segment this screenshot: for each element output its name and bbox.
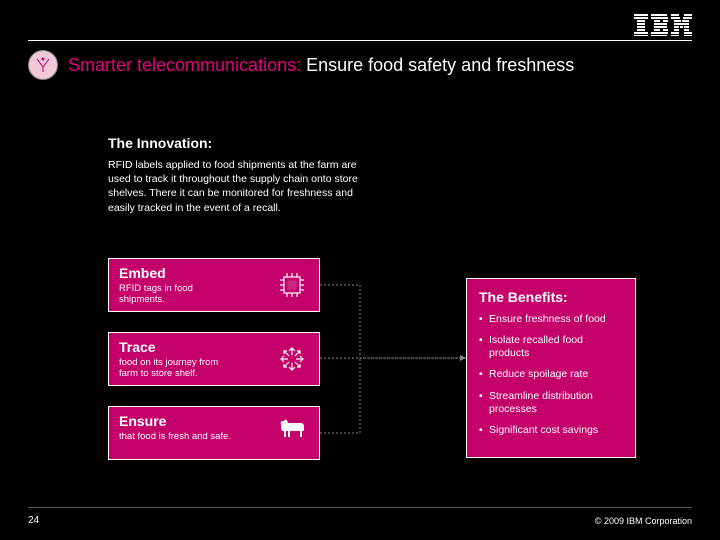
connector-lines — [320, 258, 466, 468]
copyright: © 2009 IBM Corporation — [595, 516, 692, 526]
chip-icon — [275, 268, 309, 302]
benefit-item: Reduce spoilage rate — [479, 368, 623, 381]
benefits-heading: The Benefits: — [479, 289, 623, 305]
page-number: 24 — [28, 515, 39, 526]
benefit-item: Streamline distribution processes — [479, 390, 623, 416]
card-sub: that food is fresh and safe. — [119, 431, 239, 442]
title-rest: Ensure food safety and freshness — [301, 55, 574, 75]
innovation-heading: The Innovation: — [108, 135, 212, 151]
innovation-body: RFID labels applied to food shipments at… — [108, 158, 358, 215]
ibm-logo — [634, 14, 692, 41]
card-sub: food on its journey from farm to store s… — [119, 357, 239, 380]
benefit-item: Isolate recalled food products — [479, 334, 623, 360]
benefit-item: Ensure freshness of food — [479, 313, 623, 326]
title-highlight: Smarter telecommunications: — [68, 55, 301, 75]
benefit-item: Significant cost savings — [479, 424, 623, 437]
cow-icon — [275, 416, 309, 450]
footer-divider — [28, 507, 692, 508]
benefits-list: Ensure freshness of food Isolate recalle… — [479, 313, 623, 437]
card-trace: Trace food on its journey from farm to s… — [108, 332, 320, 386]
card-embed: Embed RFID tags in food shipments. — [108, 258, 320, 312]
arrows-icon — [275, 342, 309, 376]
card-sub: RFID tags in food shipments. — [119, 283, 239, 306]
slide-title: Smarter telecommunications: Ensure food … — [68, 55, 574, 76]
benefits-box: The Benefits: Ensure freshness of food I… — [466, 278, 636, 458]
slide-title-row: Smarter telecommunications: Ensure food … — [28, 50, 574, 80]
card-ensure: Ensure that food is fresh and safe. — [108, 406, 320, 460]
header-divider — [28, 40, 692, 41]
title-antenna-icon — [28, 50, 58, 80]
